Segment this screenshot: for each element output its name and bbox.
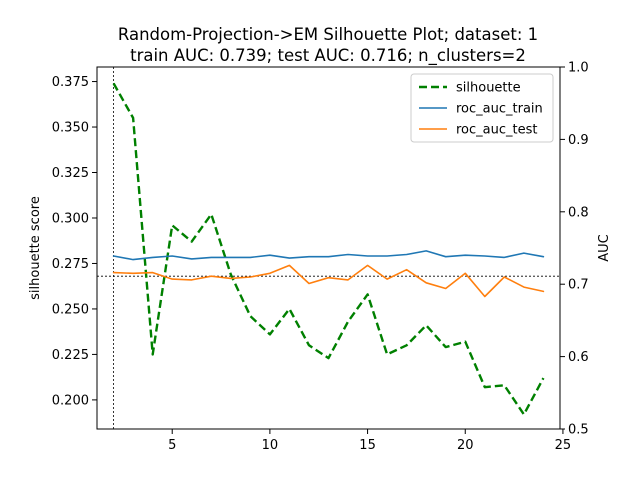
y-left-tick-label: 0.275 [52, 257, 89, 272]
y-left-tick-label: 0.350 [52, 121, 89, 136]
chart-title-line-1: Random-Projection->EM Silhouette Plot; d… [118, 25, 538, 44]
x-tick-label: 10 [262, 438, 279, 453]
series-line-silhouette [112, 82, 545, 416]
series-line-roc-auc-test [112, 264, 545, 298]
y-axis-left: 0.200 0.225 0.250 0.275 0.300 0.325 0.350 0.375 [52, 75, 97, 408]
x-axis: 5 10 15 20 25 [168, 429, 571, 453]
plot-area [96, 66, 561, 430]
legend-label-silhouette: silhouette [456, 81, 521, 96]
chart-title-line-2: train AUC: 0.739; test AUC: 0.716; n_clu… [130, 46, 526, 66]
y-axis-left-label: silhouette score [28, 196, 43, 300]
y-right-tick-label: 0.9 [568, 133, 589, 148]
legend: silhouette roc_auc_train roc_auc_test [410, 73, 554, 143]
y-axis-right: 0.5 0.6 0.7 0.8 0.9 1.0 [560, 61, 589, 438]
reference-lines [97, 67, 560, 429]
y-left-tick-label: 0.250 [52, 302, 89, 317]
x-tick-label: 20 [457, 438, 474, 453]
y-right-tick-label: 0.8 [568, 205, 589, 220]
x-tick-label: 25 [555, 438, 572, 453]
y-left-tick-label: 0.375 [52, 75, 89, 90]
x-tick-label: 15 [359, 438, 376, 453]
series-layer [112, 82, 545, 416]
y-right-tick-label: 0.6 [568, 350, 589, 365]
y-left-tick-label: 0.325 [52, 166, 89, 181]
legend-label-roc-auc-test: roc_auc_test [456, 123, 537, 138]
x-tick-label: 5 [168, 438, 176, 453]
legend-box [410, 73, 554, 143]
y-right-tick-label: 1.0 [568, 61, 589, 76]
y-left-tick-label: 0.300 [52, 211, 89, 226]
y-right-tick-label: 0.7 [568, 278, 589, 293]
plot-frame [96, 66, 561, 430]
y-axis-right-label: AUC [597, 234, 612, 262]
y-left-tick-label: 0.200 [52, 393, 89, 408]
legend-label-roc-auc-train: roc_auc_train [456, 102, 543, 117]
y-right-tick-label: 0.5 [568, 423, 589, 438]
series-line-roc-auc-train [112, 250, 545, 261]
y-left-tick-label: 0.225 [52, 348, 89, 363]
